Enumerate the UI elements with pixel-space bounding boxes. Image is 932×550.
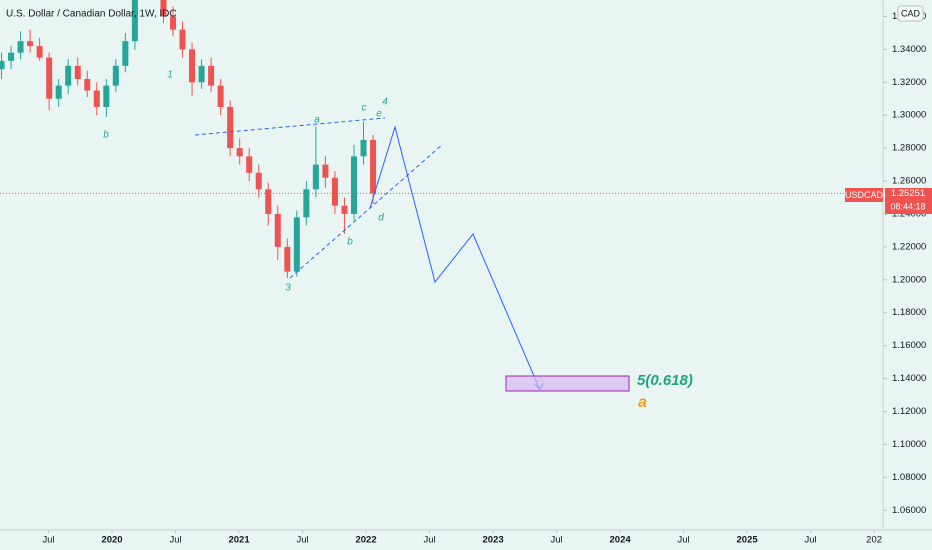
y-tick-label: 1.26000 <box>892 176 926 187</box>
x-tick-label: 2024 <box>610 535 632 546</box>
price-tag <box>885 188 932 214</box>
x-tick-label: 2023 <box>482 535 503 546</box>
y-tick-label: 1.06000 <box>892 505 926 516</box>
x-tick-label: 202 <box>866 535 882 546</box>
y-tick-label: 1.12000 <box>892 406 926 417</box>
y-tick-label: 1.34000 <box>892 44 926 55</box>
candle-body <box>208 65 215 86</box>
x-tick-label: 2022 <box>355 535 376 546</box>
candle-body <box>160 0 167 17</box>
currency-button[interactable] <box>897 5 924 22</box>
candle-body <box>322 164 329 178</box>
candle-body <box>112 65 119 86</box>
plot <box>0 0 883 279</box>
candle-body <box>217 85 224 107</box>
candle-body <box>46 57 53 99</box>
candle-body <box>350 156 357 214</box>
target-zone <box>505 375 630 392</box>
axes: 1.06000 1.08000 1.10000 1.12000 1.14000 1.160… <box>42 11 926 546</box>
next-wave-label: a <box>638 394 647 411</box>
x-tick-label: Jul <box>805 535 817 546</box>
trend-line-upper <box>194 117 386 136</box>
x-tick-label: Jul <box>42 535 54 546</box>
candle-body <box>55 85 62 99</box>
x-tick-label: Jul <box>423 535 435 546</box>
y-tick-label: 1.30000 <box>892 110 926 121</box>
x-tick-label: Jul <box>169 535 181 546</box>
candle-body <box>198 65 205 83</box>
wave-label: 4 <box>382 97 388 108</box>
trend-line-lower <box>289 144 443 279</box>
wave-label: d <box>378 213 384 224</box>
candle-body <box>65 65 72 86</box>
wave-label: b <box>347 237 353 248</box>
symbol-label: USDCAD <box>845 190 884 200</box>
candle-body <box>265 189 272 214</box>
candle-body <box>103 85 110 107</box>
projection-path <box>369 125 541 391</box>
y-tick-label: 1.32000 <box>892 77 926 88</box>
wave-label: a <box>314 115 320 126</box>
candle-body <box>189 49 196 83</box>
wave-label: b <box>103 130 109 141</box>
y-tick-label: 1.16000 <box>892 340 926 351</box>
y-tick-label: 1.22000 <box>892 241 926 252</box>
x-tick-label: 2025 <box>737 535 759 546</box>
candle-body <box>122 41 129 66</box>
x-tick-label: Jul <box>296 535 308 546</box>
x-tick-label: Jul <box>550 535 562 546</box>
wave-label: e <box>376 109 382 120</box>
candle-body <box>93 90 100 107</box>
countdown: 08:44:18 <box>890 201 925 211</box>
y-tick-label: 1.20000 <box>892 274 926 285</box>
candle-body <box>293 217 300 272</box>
symbol-tag <box>845 188 883 202</box>
x-tick-label: 2021 <box>228 535 250 546</box>
target-label: 5(0.618) <box>637 372 693 389</box>
wave-label: 1 <box>167 70 173 81</box>
candle-body <box>303 189 310 218</box>
candle-body <box>360 139 367 157</box>
x-tick-label: 2020 <box>101 535 122 546</box>
candle-body <box>236 148 243 157</box>
candle-body <box>341 205 348 214</box>
candle-body <box>255 172 262 190</box>
candle-body <box>312 164 319 190</box>
candle-body <box>8 52 15 61</box>
candle-body <box>370 139 377 194</box>
y-tick-label: 1.08000 <box>892 472 926 483</box>
candle-body <box>331 177 338 206</box>
currency-button-label[interactable]: CAD <box>901 8 921 18</box>
y-tick-label: 1.28000 <box>892 143 926 154</box>
y-tick-label: 1.14000 <box>892 373 926 384</box>
candle-body <box>27 41 34 47</box>
candle-body <box>169 16 176 30</box>
last-price: 1.25251 <box>891 188 925 199</box>
candle-body <box>17 41 24 53</box>
wave-label: c <box>362 103 367 114</box>
chart-title: U.S. Dollar / Canadian Dollar, 1W, IDC <box>6 9 177 20</box>
candle-body <box>284 246 291 272</box>
candle-body <box>74 65 81 80</box>
candle-body <box>84 79 91 91</box>
candle-body <box>179 29 186 50</box>
candle-body <box>36 46 43 58</box>
wave-label: 3 <box>285 283 291 294</box>
x-tick-label: Jul <box>678 535 690 546</box>
candle-body <box>131 0 138 42</box>
y-tick-label: 1.18000 <box>892 307 926 318</box>
candle-body <box>246 156 253 173</box>
candle-body <box>0 60 5 70</box>
y-tick-label: 1.10000 <box>892 439 926 450</box>
candle-body <box>274 213 281 247</box>
candle-body <box>227 106 234 149</box>
